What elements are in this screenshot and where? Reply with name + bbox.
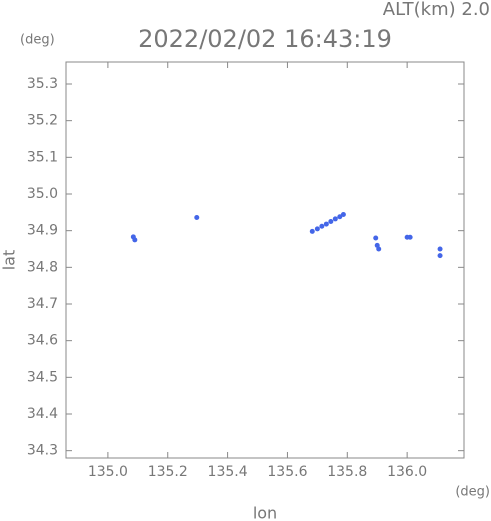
y-tick-label: 35.3: [27, 76, 58, 92]
y-tick-label: 35.2: [27, 113, 58, 129]
y-tick-label: 34.7: [27, 296, 58, 312]
data-point: [319, 223, 325, 229]
x-tick-label: 135.4: [208, 464, 248, 480]
x-tick-label: 136.0: [387, 464, 427, 480]
x-tick-label: 135.6: [267, 464, 307, 480]
chart-title: 2022/02/02 16:43:19: [138, 25, 392, 53]
data-point: [437, 253, 443, 259]
x-tick-label: 135.0: [88, 464, 128, 480]
x-tick-label: 135.2: [148, 464, 188, 480]
data-point: [373, 235, 379, 241]
data-point: [340, 212, 346, 218]
data-point: [376, 246, 382, 252]
x-unit: (deg): [455, 485, 490, 500]
y-tick-label: 34.9: [27, 223, 58, 239]
y-axis-label: lat: [0, 250, 19, 271]
data-point: [437, 246, 443, 252]
data-point: [194, 214, 200, 220]
data-point: [132, 237, 138, 243]
x-tick-label: 135.8: [327, 464, 367, 480]
y-unit: (deg): [20, 33, 55, 48]
y-tick-label: 35.1: [27, 149, 58, 165]
altitude-label: ALT(km) 2.0: [383, 0, 490, 20]
y-tick-label: 34.5: [27, 369, 58, 385]
y-tick-label: 35.0: [27, 186, 58, 202]
data-point: [332, 216, 338, 222]
x-axis-label: lon: [253, 504, 277, 521]
data-point: [323, 221, 329, 227]
y-tick-label: 34.8: [27, 259, 58, 275]
data-point: [407, 234, 413, 240]
y-tick-label: 34.4: [27, 406, 58, 422]
data-point: [314, 226, 320, 232]
y-tick-label: 34.3: [27, 443, 58, 459]
data-point: [337, 214, 343, 220]
plot-frame: [65, 61, 465, 459]
data-point: [309, 228, 315, 234]
y-tick-label: 34.6: [27, 333, 58, 349]
data-point: [328, 219, 334, 224]
